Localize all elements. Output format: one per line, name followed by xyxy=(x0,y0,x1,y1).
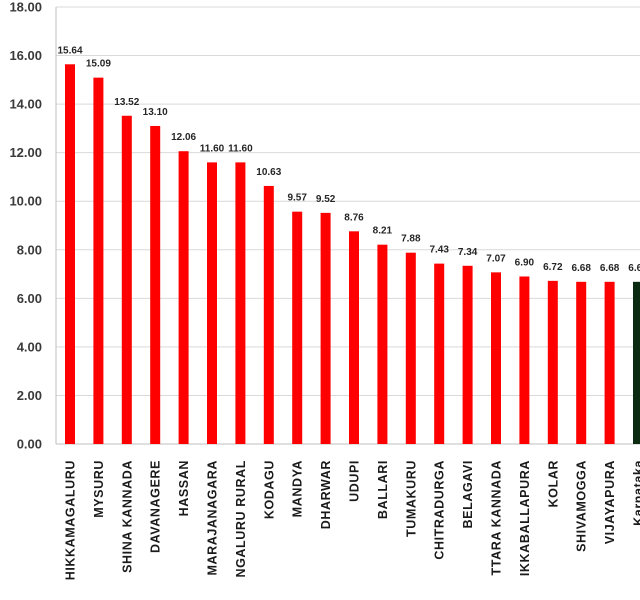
bar xyxy=(405,252,416,444)
category-label: MYSURU xyxy=(92,460,106,518)
data-label: 11.60 xyxy=(228,143,253,154)
data-label: 8.21 xyxy=(373,226,393,237)
category-label: VIJAYAPURA xyxy=(603,460,617,544)
y-tick-label: 8.00 xyxy=(17,242,42,257)
data-label: 7.07 xyxy=(486,253,506,264)
data-label: 8.76 xyxy=(344,212,364,223)
y-tick-label: 10.00 xyxy=(9,194,42,209)
bar xyxy=(491,272,501,444)
category-label: KODAGU xyxy=(262,460,276,519)
category-label: IKKABALLAPURA xyxy=(518,460,532,576)
data-label: 13.52 xyxy=(114,97,139,108)
data-label: 13.10 xyxy=(143,107,168,118)
bar xyxy=(150,125,161,444)
bar xyxy=(604,281,615,444)
bar xyxy=(65,64,75,444)
bar xyxy=(547,280,558,444)
y-tick-label: 0.00 xyxy=(17,437,42,452)
bar xyxy=(377,244,388,444)
category-label: KOLAR xyxy=(546,460,560,507)
category-label: DAVANAGERE xyxy=(149,460,163,553)
category-label: BALLARI xyxy=(376,460,390,519)
bar xyxy=(207,162,217,444)
category-label: TTARA KANNADA xyxy=(490,460,504,575)
y-tick-label: 12.00 xyxy=(9,145,42,160)
category-label: HASSAN xyxy=(177,460,191,516)
data-label: 7.34 xyxy=(458,247,478,258)
bar xyxy=(576,281,587,444)
y-tick-label: 6.00 xyxy=(17,291,42,306)
bar xyxy=(320,212,331,444)
category-label: UDUPI xyxy=(348,460,362,502)
bar xyxy=(178,151,189,444)
data-label: 9.57 xyxy=(287,193,307,204)
y-tick-label: 16.00 xyxy=(9,48,42,63)
category-label: Karnataka xyxy=(632,460,640,526)
data-label: 7.43 xyxy=(429,245,449,256)
y-tick-label: 4.00 xyxy=(17,339,42,354)
data-label: 15.09 xyxy=(86,59,111,70)
data-label: 15.64 xyxy=(57,45,82,56)
category-label: CHITRADURGA xyxy=(433,460,447,560)
data-label: 6.68 xyxy=(600,263,620,274)
bar xyxy=(519,276,530,444)
bar xyxy=(93,77,104,445)
data-label: 6.90 xyxy=(515,257,535,268)
bar xyxy=(235,162,246,444)
data-label: 6.68 xyxy=(628,263,640,274)
y-tick-label: 14.00 xyxy=(9,97,42,112)
bar xyxy=(434,263,445,444)
y-tick-label: 18.00 xyxy=(9,0,42,15)
category-label: NGALURU RURAL xyxy=(234,460,248,578)
category-label: BELAGAVI xyxy=(461,460,475,528)
bar xyxy=(462,265,473,444)
category-label: TUMAKURU xyxy=(404,460,418,537)
category-label: SHINA KANNADA xyxy=(120,460,134,573)
data-label: 10.63 xyxy=(256,167,281,178)
data-label: 11.60 xyxy=(200,143,225,154)
bar xyxy=(263,185,274,444)
bar xyxy=(633,281,640,444)
data-label: 6.68 xyxy=(571,263,591,274)
bar xyxy=(121,115,132,445)
bar xyxy=(349,231,359,444)
data-label: 9.52 xyxy=(316,194,336,205)
bar xyxy=(292,211,303,444)
data-label: 7.88 xyxy=(401,234,421,245)
category-label: MARAJANAGARA xyxy=(206,460,220,576)
y-tick-label: 2.00 xyxy=(17,388,42,403)
category-label: SHIVAMOGGA xyxy=(575,460,589,552)
data-label: 12.06 xyxy=(171,132,196,143)
category-label: DHARWAR xyxy=(319,460,333,529)
category-label: HIKKAMAGALURU xyxy=(64,460,78,580)
category-label: MANDYA xyxy=(291,460,305,517)
data-label: 6.72 xyxy=(543,262,563,273)
